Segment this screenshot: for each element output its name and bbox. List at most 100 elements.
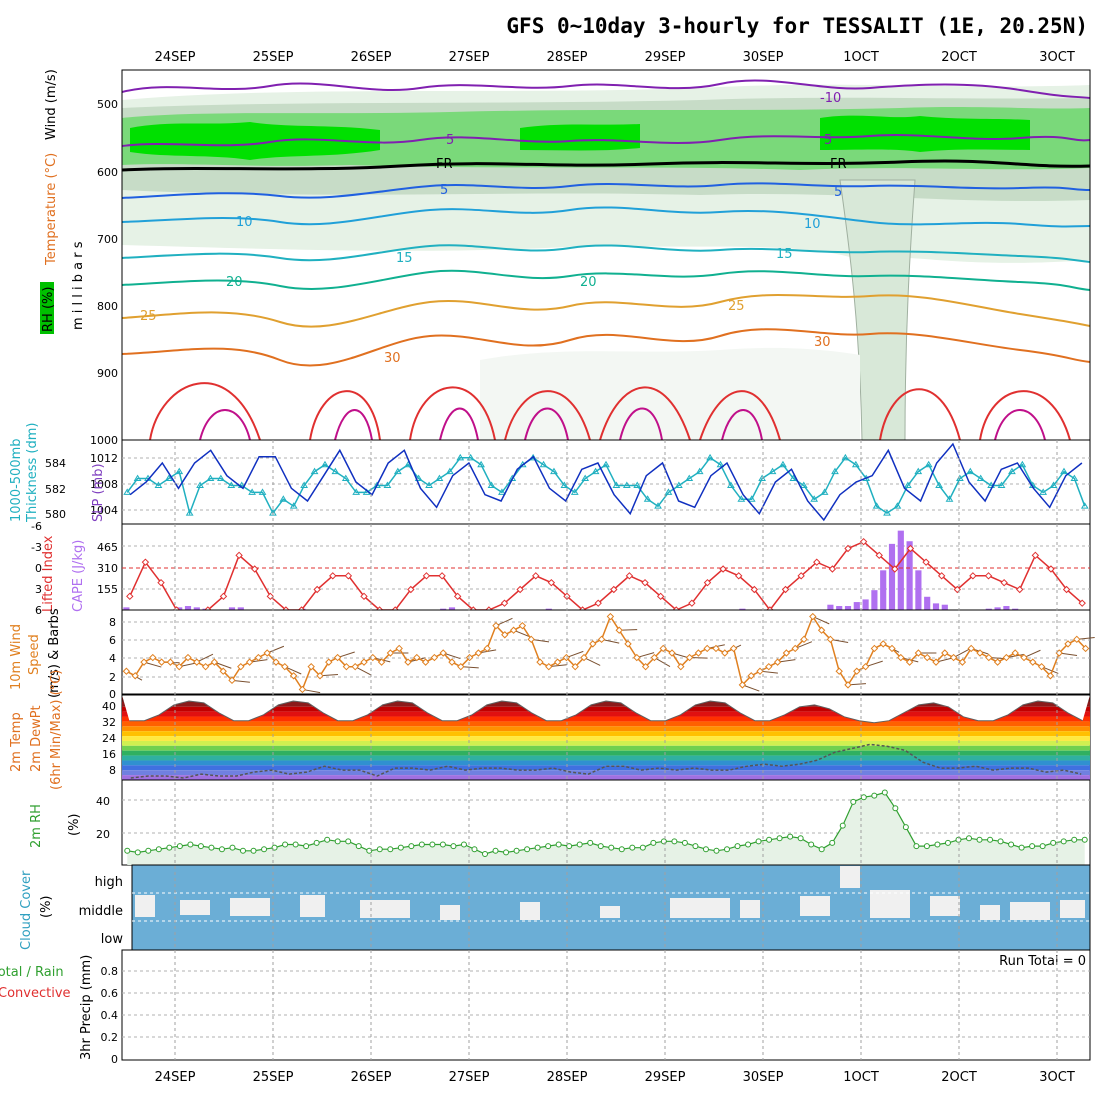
wind-speed-point: [140, 658, 148, 666]
wind-speed-point: [509, 626, 518, 634]
bottom-date-label: 30SEP: [743, 1070, 784, 1085]
lifted-index-point: [750, 585, 759, 594]
temp-contour-20: [122, 269, 1090, 291]
rh-point: [240, 847, 246, 854]
rh-point: [197, 843, 204, 850]
thickness-point: [1070, 474, 1079, 482]
rh-tick: 40: [96, 795, 110, 808]
wind-speed-tick: 4: [109, 652, 116, 665]
thickness-point: [425, 481, 433, 488]
temp-color-band: [122, 745, 1090, 751]
lifted-index-point: [126, 592, 134, 601]
top-date-label: 30SEP: [743, 50, 784, 65]
wind-speed-point: [729, 644, 738, 653]
thickness-point: [414, 474, 423, 482]
thickness-point: [498, 488, 506, 495]
cape-tick: 465: [97, 541, 118, 554]
lifted-index-point: [141, 558, 150, 566]
wind-speed-point: [553, 658, 562, 666]
wind-speed-point: [694, 649, 703, 657]
rh-point: [334, 838, 341, 845]
contour-label: 10: [236, 215, 253, 230]
contour-label: 5: [824, 133, 832, 148]
upper-panel: -10 5 5 5 FR FR 5 10 10 15 15 20 20 25 2…: [40, 69, 1091, 447]
bottom-date-label: 27SEP: [449, 1070, 490, 1085]
lifted-index-point: [516, 585, 524, 594]
thickness-point: [445, 467, 454, 475]
thickness-point: [352, 488, 361, 495]
bottom-date-label: 1OCT: [843, 1070, 879, 1085]
thickness-point: [820, 488, 829, 495]
rh-point: [787, 833, 794, 840]
lifted-index-point: [313, 585, 321, 594]
cloud-gap: [1060, 900, 1085, 918]
cape-bar: [184, 606, 192, 610]
cape-bar: [1003, 606, 1010, 610]
rh-point: [755, 838, 762, 845]
slp-panel: 584 582 580 1012 1008 1004 1000-500mb Th…: [9, 423, 1091, 525]
thickness-point: [373, 481, 381, 488]
rh-point: [892, 805, 899, 812]
wind-speed-point: [430, 653, 439, 662]
wind-barb: [865, 660, 883, 668]
wind-speed-point: [879, 640, 887, 648]
cloud-gap: [600, 906, 620, 918]
rh-point: [282, 841, 289, 848]
rh-point: [1071, 836, 1078, 843]
thickness-label: 1000-500mb: [9, 438, 24, 522]
rh-point: [355, 843, 362, 850]
wind-speed-point: [1046, 672, 1055, 680]
wind-barb: [812, 616, 830, 625]
wind-speed-point: [228, 676, 236, 685]
cloud-gap: [360, 900, 410, 918]
cloud-gap: [840, 866, 860, 888]
rh-point: [534, 844, 541, 851]
wind-speed-point: [650, 653, 659, 662]
wind-speed-point: [615, 626, 623, 634]
rh-point: [408, 843, 415, 850]
cape-bar: [739, 608, 746, 610]
thickness-point: [737, 495, 746, 502]
wind-speed-point: [492, 621, 500, 630]
rh-area-fill: [127, 792, 1085, 865]
rh-point: [987, 836, 994, 843]
temp-color-band: [122, 770, 1090, 776]
lifted-index-point: [251, 565, 259, 573]
wind-speed-point: [1011, 649, 1019, 657]
temp-color-band: [122, 750, 1090, 756]
wind-speed-point: [800, 635, 808, 644]
contour-label: 5: [446, 133, 454, 148]
lifted-index-point: [360, 592, 368, 601]
rh-label: (%): [67, 814, 82, 837]
precip-panel: 0.8 0.6 0.4 0.2 0 Run Total = 0 Total / …: [0, 949, 1091, 1066]
cloud-cover-label: (%): [39, 896, 54, 919]
rh-point: [460, 841, 467, 848]
contour-label: 5: [834, 185, 842, 200]
lifted-index-point: [1047, 565, 1055, 573]
wind-speed-point: [773, 658, 782, 666]
millibars-label: m i l l i b a r s: [71, 241, 86, 330]
thickness-point: [477, 460, 485, 468]
lifted-index-tick: -6: [31, 520, 42, 533]
rh-point: [681, 839, 688, 846]
rh-point: [471, 846, 478, 853]
temp-contour-30: [122, 328, 1090, 367]
pressure-tick: 800: [97, 300, 118, 313]
temp-tick: 24: [102, 732, 116, 745]
top-date-label: 2OCT: [941, 50, 977, 65]
cape-bar: [932, 603, 940, 610]
wind-speed-point: [527, 635, 535, 644]
thickness-tick: 584: [45, 457, 66, 470]
thickness-point: [216, 474, 225, 482]
wind-speed-point: [641, 662, 650, 671]
rh-point: [966, 835, 972, 842]
wind-speed-point: [809, 612, 817, 621]
contour-label: 5: [440, 183, 448, 198]
cape-bar: [440, 608, 447, 610]
lifted-index-point: [1000, 578, 1008, 587]
rh-point: [250, 847, 257, 854]
lifted-index-point: [735, 572, 743, 580]
rh-point: [492, 847, 499, 854]
lifted-index-point: [1031, 551, 1040, 560]
contour-label: FR: [830, 157, 847, 172]
